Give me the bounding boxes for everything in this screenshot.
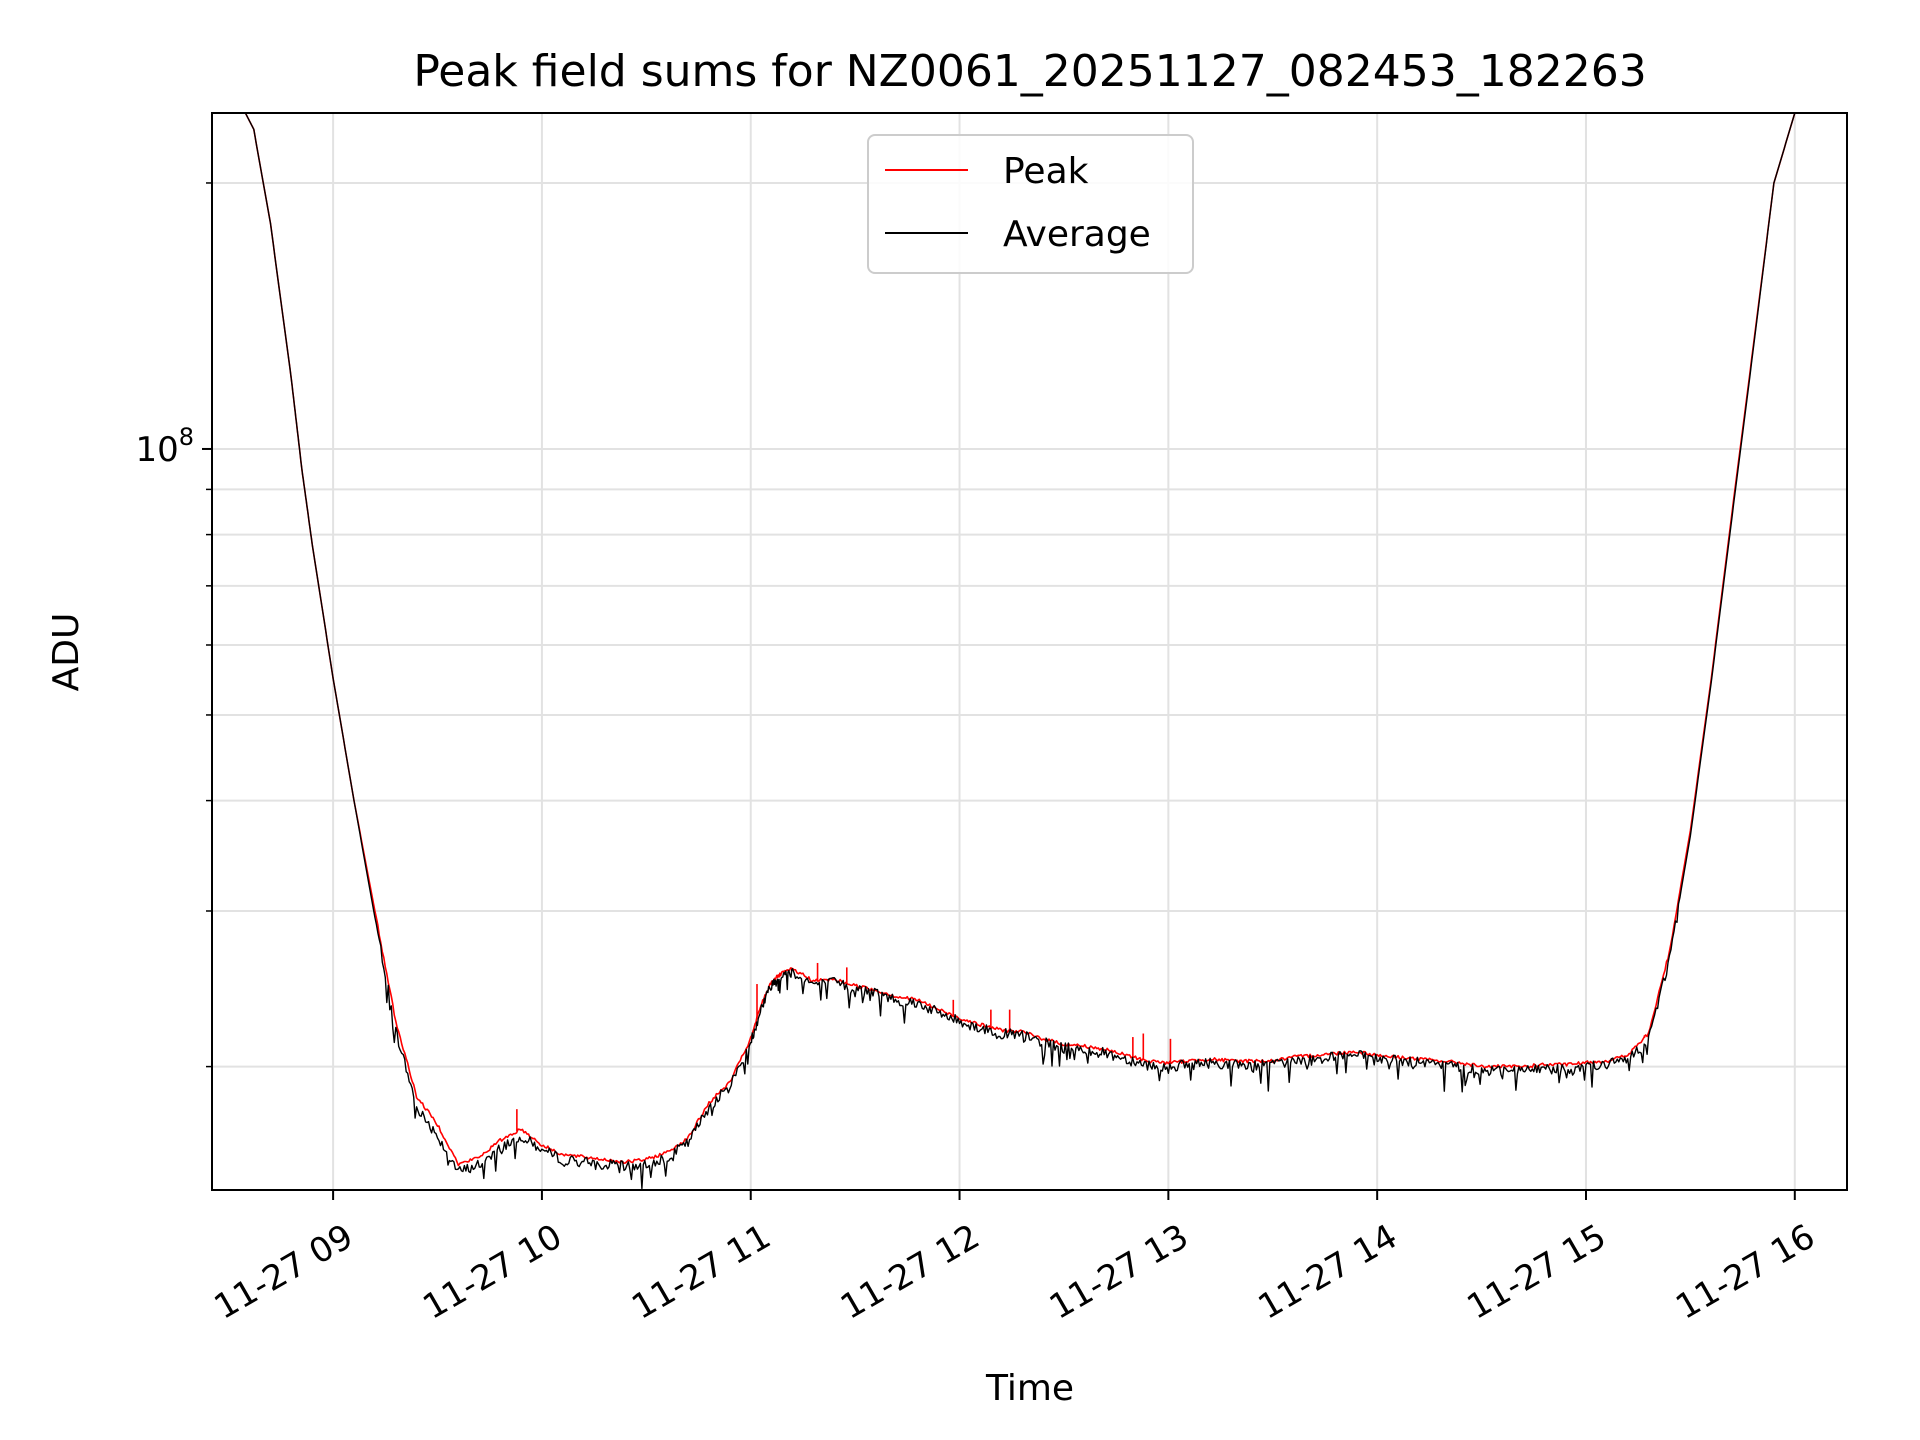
x-axis-label: Time: [985, 1368, 1074, 1409]
plot-series: [244, 112, 1806, 1190]
legend-peak-label: Peak: [1003, 151, 1089, 192]
legend-average-label: Average: [1003, 214, 1151, 255]
y-tick-label: 108: [135, 423, 194, 470]
grid-lines: [212, 113, 1847, 1190]
y-tick-label-exponent: 8: [179, 423, 194, 451]
average-series-line: [244, 112, 1806, 1190]
axes-frame: [211, 112, 1848, 1191]
y-tick-label-base: 10: [135, 430, 178, 470]
legend: Peak Average: [867, 134, 1194, 274]
chart-title: Peak field sums for NZ0061_20251127_0824…: [413, 46, 1646, 97]
y-axis-label: ADU: [46, 613, 87, 692]
